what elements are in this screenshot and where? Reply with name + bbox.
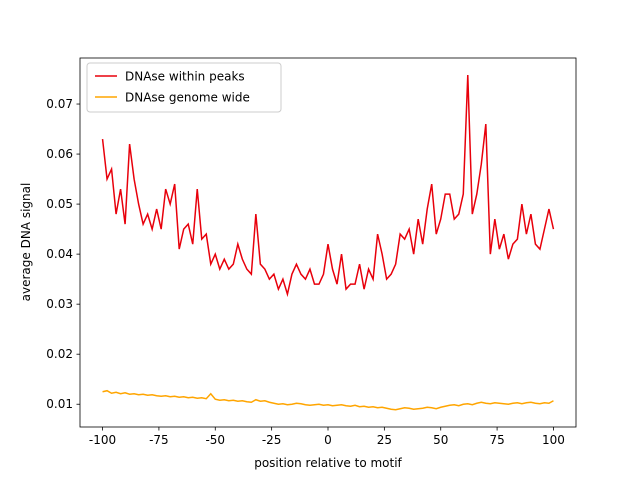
x-tick-label: 25 [377, 433, 392, 447]
x-tick-label: 100 [542, 433, 565, 447]
y-tick-label: 0.04 [46, 247, 73, 261]
y-tick-label: 0.01 [46, 397, 73, 411]
x-axis-label: position relative to motif [254, 456, 402, 470]
y-tick-label: 0.06 [46, 147, 73, 161]
x-tick-label: -100 [89, 433, 116, 447]
plot-frame [79, 57, 577, 428]
x-tick-label: -50 [205, 433, 225, 447]
x-tick-label: -75 [149, 433, 169, 447]
y-axis-label: average DNA signal [19, 183, 33, 302]
data-line [102, 389, 554, 411]
legend-label: DNAse genome wide [125, 91, 250, 105]
legend-box [86, 62, 282, 113]
x-tick-label: 75 [489, 433, 504, 447]
y-tick-label: 0.03 [46, 297, 73, 311]
y-tick-label: 0.07 [46, 97, 73, 111]
legend-label: DNAse within peaks [125, 70, 245, 84]
x-tick-label: 0 [324, 433, 332, 447]
x-tick-label: -25 [262, 433, 282, 447]
y-tick-label: 0.02 [46, 347, 73, 361]
x-tick-label: 50 [433, 433, 448, 447]
data-line [101, 74, 555, 298]
y-tick-label: 0.05 [46, 197, 73, 211]
